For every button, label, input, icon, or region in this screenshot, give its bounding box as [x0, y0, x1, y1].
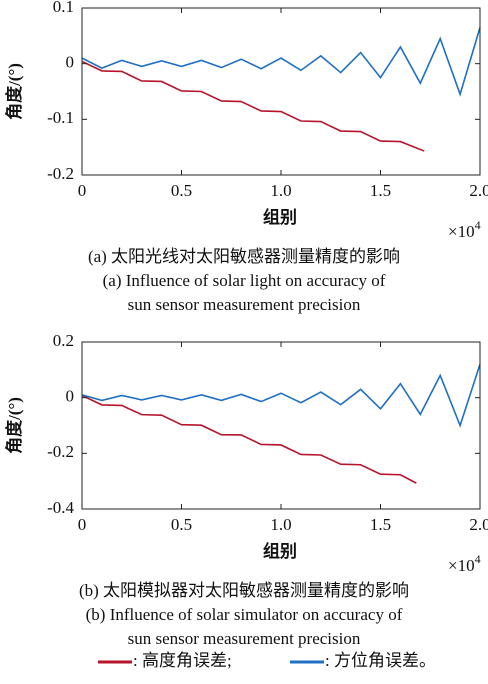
x-tick-label: 2.0 — [469, 515, 488, 534]
series-line — [81, 27, 481, 97]
x-tick-label: 2.0 — [469, 181, 488, 200]
y-tick-label: 0.2 — [53, 331, 74, 350]
series-line — [81, 364, 481, 428]
x-tick-label: 1.5 — [370, 181, 391, 200]
x-multiplier-exponent: 4 — [475, 218, 481, 232]
x-tick-label: 0 — [78, 181, 87, 200]
caption-cn: (b) 太阳模拟器对太阳敏感器测量精度的影响 — [79, 581, 409, 600]
x-tick-label: 1.0 — [270, 515, 291, 534]
y-axis-label: 角度/(°) — [4, 63, 24, 120]
y-tick-label: 0.1 — [53, 0, 74, 16]
caption-en: sun sensor measurement precision — [128, 295, 361, 314]
legend-label: : 高度角误差; — [133, 651, 232, 670]
series-line — [81, 60, 425, 152]
y-tick-label: -0.1 — [47, 108, 74, 127]
y-tick-label: -0.2 — [47, 164, 74, 183]
x-tick-label: 1.0 — [270, 181, 291, 200]
x-multiplier-base: ×10 — [448, 222, 475, 241]
x-tick-label: 0.5 — [171, 515, 192, 534]
x-multiplier: ×104 — [448, 552, 481, 575]
legend-label: : 方位角误差。 — [325, 651, 436, 670]
x-multiplier: ×104 — [448, 218, 481, 241]
x-axis-label: 组别 — [263, 207, 297, 227]
x-multiplier-base: ×10 — [448, 556, 475, 575]
x-tick-label: 1.5 — [370, 515, 391, 534]
y-axis-label: 角度/(°) — [4, 397, 24, 454]
caption-cn: (a) 太阳光线对太阳敏感器测量精度的影响 — [88, 247, 400, 266]
x-axis-label: 组别 — [263, 541, 297, 561]
x-multiplier-exponent: 4 — [475, 552, 481, 566]
caption-en: (b) Influence of solar simulator on accu… — [86, 605, 403, 624]
y-tick-label: 0 — [66, 53, 75, 72]
y-tick-label: 0 — [66, 387, 75, 406]
caption-en: (a) Influence of solar light on accuracy… — [103, 271, 386, 290]
x-tick-label: 0 — [78, 515, 87, 534]
x-tick-label: 0.5 — [171, 181, 192, 200]
y-tick-label: -0.4 — [47, 498, 74, 517]
y-tick-label: -0.2 — [47, 442, 74, 461]
plot-frame — [81, 341, 481, 510]
series-line — [81, 394, 417, 484]
caption-en: sun sensor measurement precision — [128, 629, 361, 648]
